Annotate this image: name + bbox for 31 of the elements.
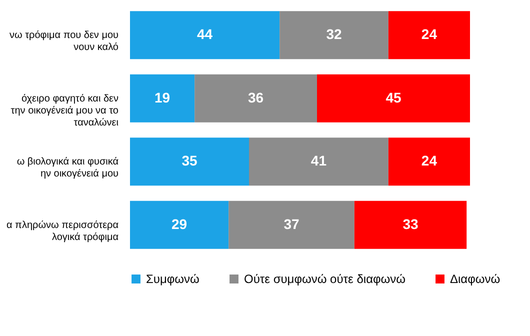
data-label: 24 [421,152,438,169]
data-label: 33 [402,216,418,232]
bar [228,200,354,249]
data-label: 36 [248,89,264,106]
legend-label: Συμφωνώ [146,272,200,286]
bar [130,200,229,249]
bar [130,11,280,60]
y-tick-label: ω βιολογικά και φυσικά ην οικογένειά μου [16,156,119,180]
y-tick-label: όχειρο φαγητό και δεν την οικογένειά μου να το ταναλώνει [10,93,119,128]
bar [249,138,388,186]
bar [130,138,249,186]
data-label: 35 [182,152,198,169]
bar [317,74,470,122]
data-label: 45 [386,89,402,106]
data-label: 41 [310,152,327,169]
y-tick-label: α πληρώνω περισσότερα λογικά τρόφιμα [6,220,119,243]
data-label: 19 [154,89,170,106]
data-label: 44 [197,26,213,42]
legend-label: Ούτε συμφωνώ ούτε διαφωνώ [244,272,406,286]
data-label: 32 [326,26,342,42]
bar [388,11,470,60]
bar [280,11,388,60]
bar [354,200,467,249]
bar [194,74,317,122]
legend-label: Διαφωνώ [450,272,500,286]
bar [388,138,470,186]
data-label: 29 [172,216,188,232]
bar [130,74,195,122]
data-label: 24 [421,26,438,42]
y-tick-label: νω τρόφιμα που δεν μου νουν καλό [10,30,119,54]
data-label: 37 [284,216,300,232]
